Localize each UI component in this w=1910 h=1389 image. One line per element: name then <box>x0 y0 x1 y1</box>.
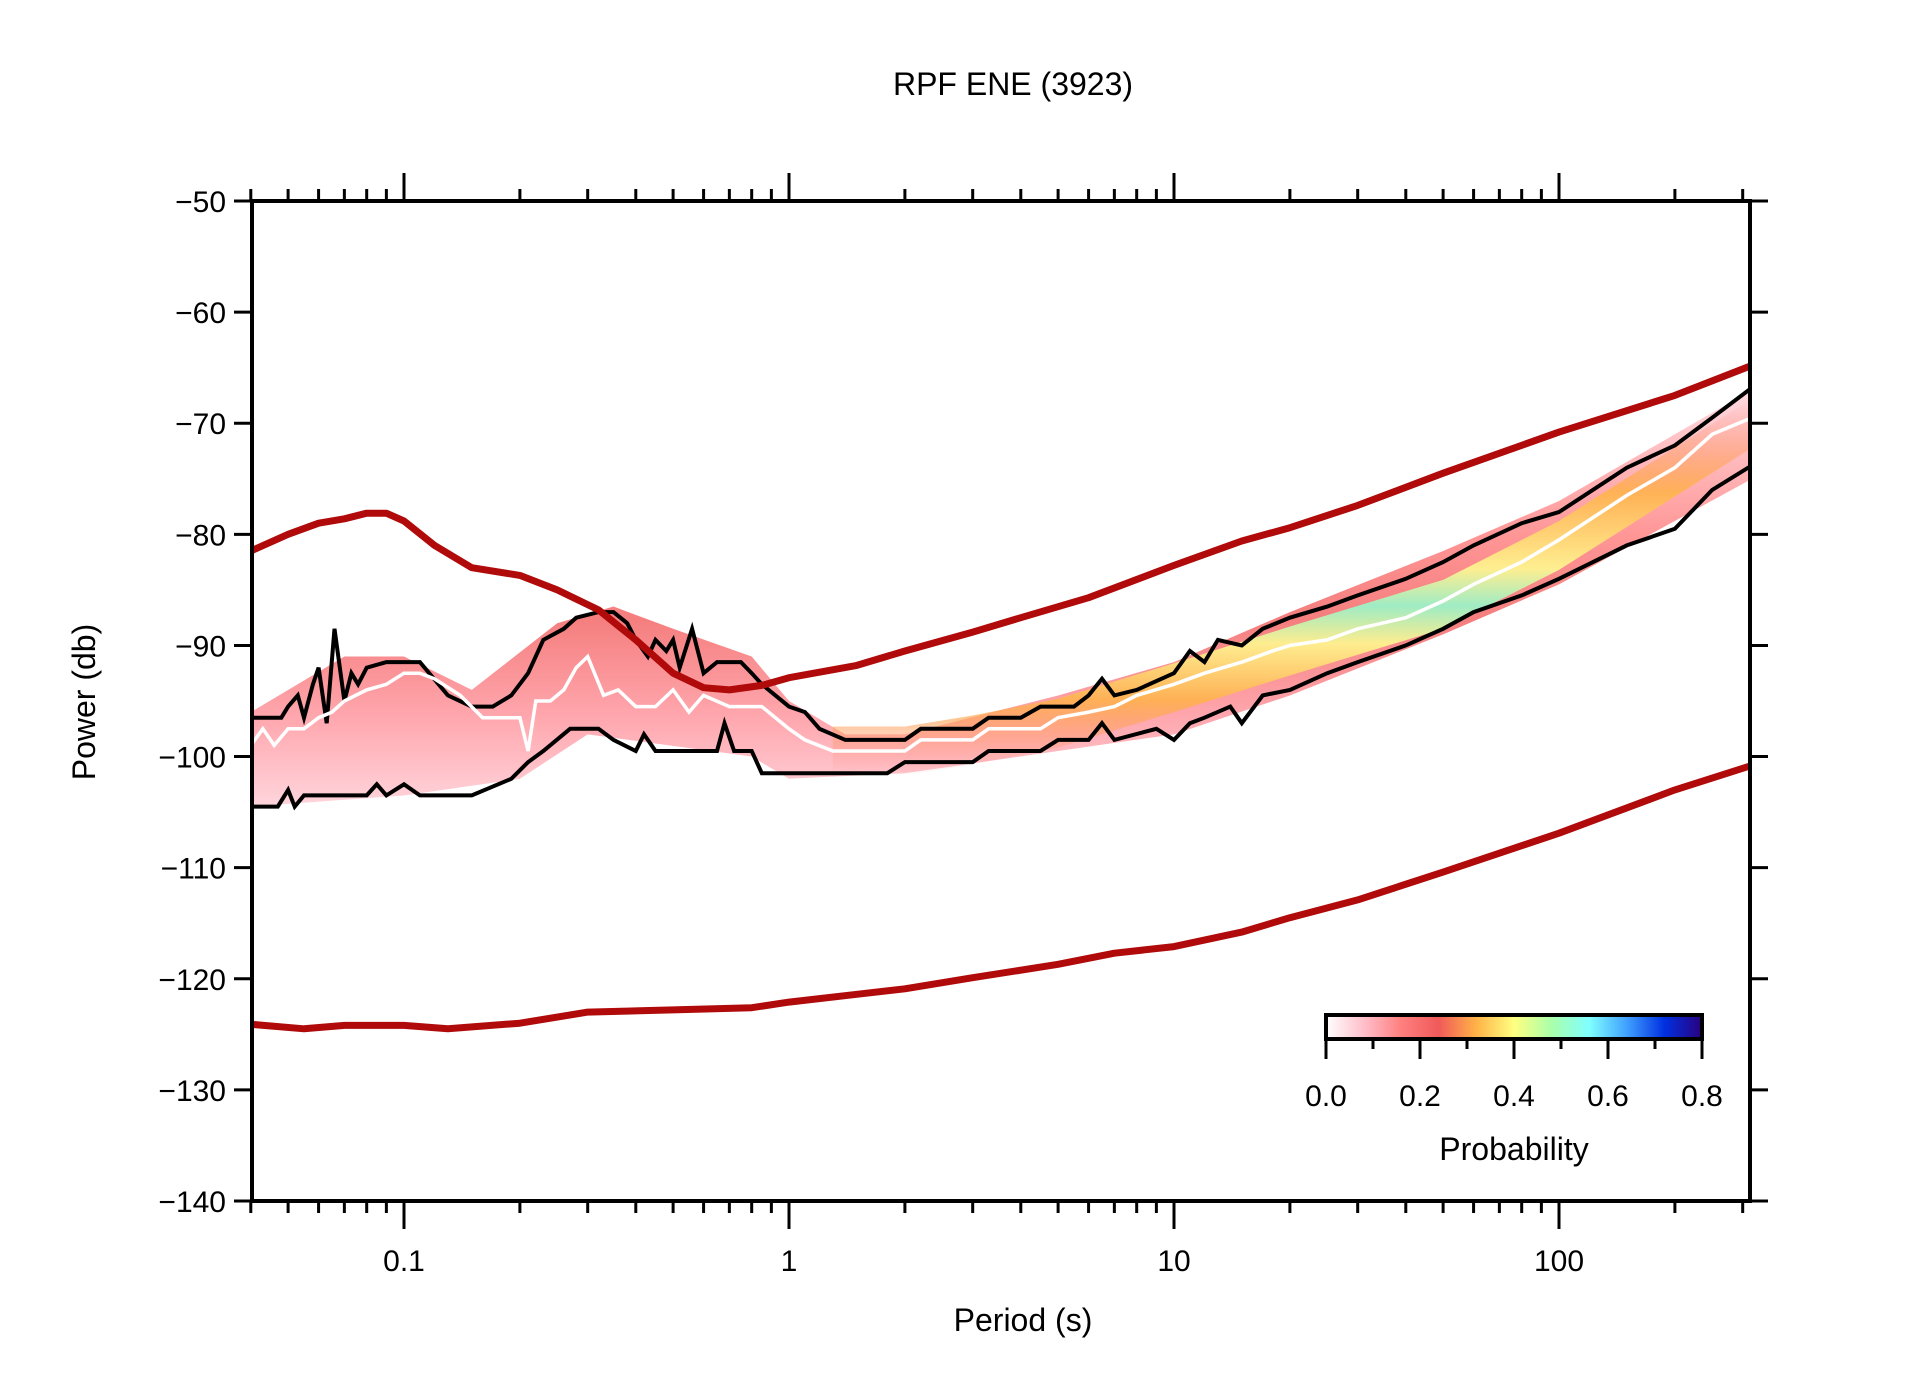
colorbar-label: Probability <box>1439 1131 1588 1167</box>
colorbar-tick-label: 0.8 <box>1681 1080 1723 1113</box>
series-lower-percentile-line <box>252 464 1750 811</box>
series-upper-percentile-line <box>252 386 1750 742</box>
plot-frame <box>250 199 1752 1203</box>
series-nhnm-line <box>252 362 1750 694</box>
colorbar-tick-label: 0.0 <box>1305 1080 1347 1113</box>
x-axis: 0.1 1 10 100 <box>249 173 1745 1278</box>
density-band <box>252 390 1750 807</box>
y-axis-title: Power (db) <box>66 624 102 781</box>
plot-area <box>252 362 1750 1033</box>
y-tick-label: −130 <box>158 1075 226 1108</box>
y-axis: −50 −60 −70 −80 −90 −100 −110 −120 −130 −140 <box>158 186 1768 1219</box>
y-tick-label: −60 <box>175 297 226 330</box>
colorbar-gradient <box>1324 1013 1704 1041</box>
colorbar-tick-label: 0.2 <box>1399 1080 1441 1113</box>
series-nlnm-line <box>252 762 1750 1033</box>
y-tick-label: −100 <box>158 742 226 775</box>
colorbar-tick-label: 0.6 <box>1587 1080 1629 1113</box>
series-mode-line <box>252 416 1750 753</box>
x-axis-title: Period (s) <box>954 1302 1093 1338</box>
x-tick-label: 0.1 <box>383 1245 425 1278</box>
y-tick-label: −50 <box>175 186 226 219</box>
y-tick-label: −80 <box>175 519 226 552</box>
x-tick-label: 100 <box>1534 1245 1584 1278</box>
y-tick-label: −110 <box>161 853 226 886</box>
density-core <box>832 399 1750 776</box>
y-tick-label: −90 <box>175 630 226 663</box>
x-tick-label: 10 <box>1157 1245 1190 1278</box>
x-tick-label: 1 <box>781 1245 798 1278</box>
y-tick-label: −70 <box>175 408 226 441</box>
y-tick-label: −120 <box>158 964 226 997</box>
colorbar: 0.0 0.2 0.4 0.6 0.8 Probability <box>1305 1013 1723 1167</box>
colorbar-tick-label: 0.4 <box>1493 1080 1535 1113</box>
y-tick-label: −140 <box>158 1186 226 1219</box>
chart-title: RPF ENE (3923) <box>893 66 1133 102</box>
